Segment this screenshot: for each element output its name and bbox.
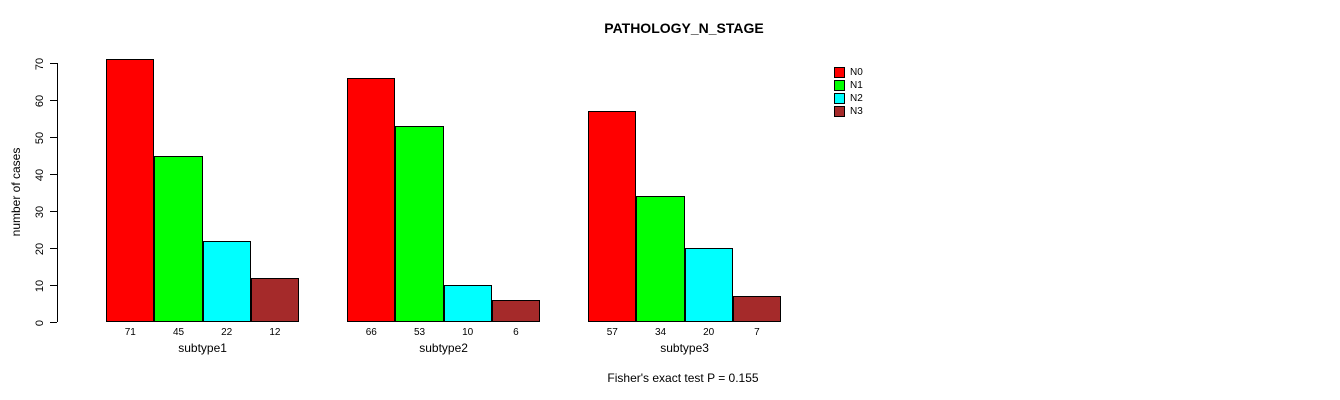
y-axis-tick-label: 20 [34, 242, 46, 255]
y-axis-tick [50, 211, 57, 212]
y-axis-tick [50, 137, 57, 138]
y-axis-tick [50, 174, 57, 175]
legend-color-swatch [834, 80, 845, 91]
bar-n0-subtype2 [347, 77, 396, 322]
bar-n0-subtype1 [106, 59, 155, 322]
bar-n3-subtype1 [250, 277, 299, 322]
y-axis-tick-label: 30 [34, 205, 46, 218]
legend-item-n3: N3 [834, 105, 863, 118]
legend-label: N2 [850, 93, 863, 104]
bar-value-label: 34 [654, 327, 667, 338]
bar-value-label: 45 [172, 327, 185, 338]
bar-value-label: 20 [703, 327, 715, 338]
statistical-test-annotation: Fisher's exact test P = 0.155 [607, 371, 759, 385]
bar-value-label: 53 [413, 327, 426, 338]
y-axis-tick-label: 10 [34, 279, 46, 292]
legend-color-swatch [834, 67, 845, 78]
bar-n2-subtype2 [443, 285, 492, 322]
legend-label: N1 [850, 80, 863, 91]
legend-color-swatch [834, 106, 845, 117]
group-label-subtype3: subtype3 [660, 341, 709, 355]
bar-value-label: 66 [365, 327, 377, 338]
group-label-subtype1: subtype1 [178, 341, 227, 355]
y-axis-tick-label: 50 [34, 131, 46, 144]
y-axis-tick-label: 70 [34, 57, 46, 70]
bar-n1-subtype3 [636, 196, 685, 322]
legend-item-n0: N0 [834, 66, 863, 79]
bar-value-label: 6 [513, 327, 519, 338]
y-axis-tick [50, 248, 57, 249]
bar-value-label: 22 [221, 327, 233, 338]
bar-value-label: 71 [124, 327, 136, 338]
legend-item-n1: N1 [834, 79, 863, 92]
legend-label: N0 [850, 67, 863, 78]
bar-n3-subtype2 [491, 299, 540, 322]
bar-value-label: 10 [462, 327, 474, 338]
legend-label: N3 [850, 106, 863, 117]
bar-n1-subtype2 [395, 125, 444, 322]
bar-n2-subtype1 [202, 240, 251, 322]
y-axis-tick-label: 40 [34, 168, 46, 181]
y-axis-title: number of cases [9, 147, 23, 237]
bar-value-label: 57 [606, 327, 618, 338]
y-axis-tick [50, 63, 57, 64]
y-axis-line [57, 63, 58, 322]
bar-n1-subtype1 [154, 155, 203, 322]
group-label-subtype2: subtype2 [419, 341, 468, 355]
y-axis-tick [50, 285, 57, 286]
y-axis-tick [50, 100, 57, 101]
legend: N0 N1 N2 N3 [834, 66, 863, 118]
y-axis-tick-label: 60 [34, 94, 46, 107]
bar-n2-subtype3 [684, 248, 733, 322]
bar-value-label: 12 [269, 327, 281, 338]
bar-n3-subtype3 [732, 296, 781, 322]
y-axis-tick-label: 0 [34, 319, 46, 326]
y-axis-tick [50, 322, 57, 323]
legend-item-n2: N2 [834, 92, 863, 105]
chart-title: PATHOLOGY_N_STAGE [604, 20, 764, 36]
bar-n0-subtype3 [588, 111, 637, 322]
bar-value-label: 7 [754, 327, 760, 338]
legend-color-swatch [834, 93, 845, 104]
